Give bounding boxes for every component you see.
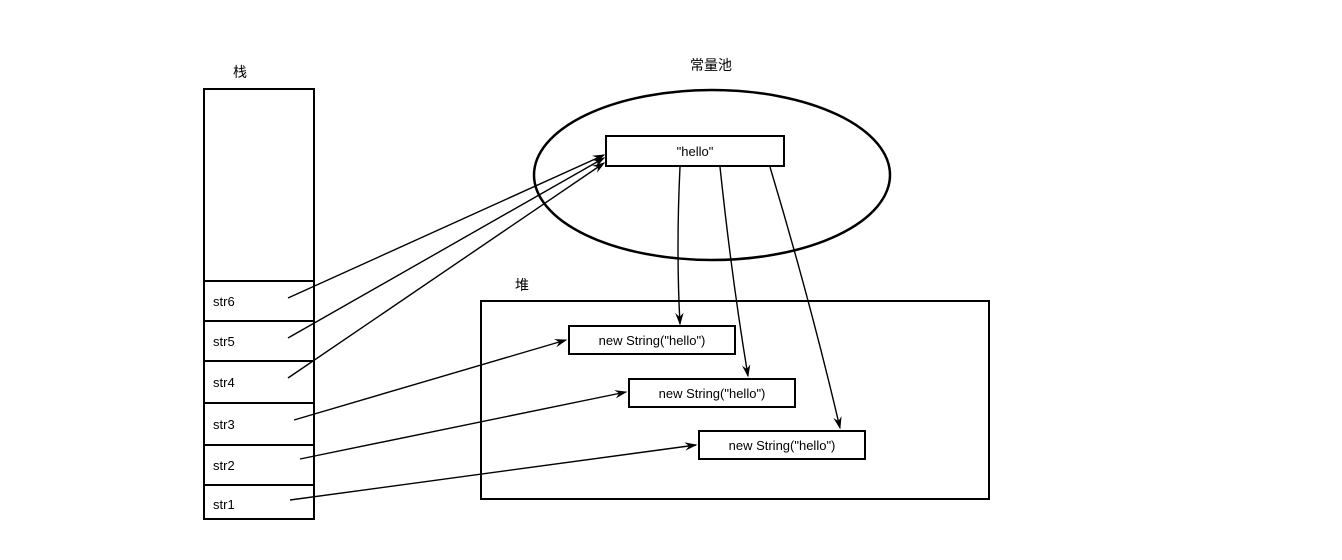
heap-string-node: new String("hello") [628,378,796,408]
heap-string-text: new String("hello") [659,386,766,401]
stack-cell: str5 [205,320,313,360]
stack-empty-area [205,90,313,280]
stack-label: 栈 [233,62,247,82]
stack-cell: str3 [205,402,313,444]
stack-cell-text: str3 [213,417,235,432]
stack-cell: str1 [205,484,313,522]
heap-label: 堆 [515,275,529,295]
stack-cell-text: str6 [213,294,235,309]
stack-cell-text: str1 [213,497,235,512]
stack-cell-text: str2 [213,458,235,473]
stack-cell: str2 [205,444,313,484]
heap-string-node: new String("hello") [698,430,866,460]
stack-cell-text: str4 [213,375,235,390]
stack-cell: str4 [205,360,313,402]
stack-cell-text: str5 [213,334,235,349]
stack-box: str6 str5 str4 str3 str2 str1 [203,88,315,520]
heap-string-node: new String("hello") [568,325,736,355]
arrow-edge [288,155,604,298]
constant-pool-ellipse [534,90,890,260]
heap-string-text: new String("hello") [729,438,836,453]
stack-cell: str6 [205,280,313,320]
hello-string-text: "hello" [677,144,714,159]
constant-pool-label: 常量池 [690,55,732,75]
heap-string-text: new String("hello") [599,333,706,348]
hello-string-node: "hello" [605,135,785,167]
